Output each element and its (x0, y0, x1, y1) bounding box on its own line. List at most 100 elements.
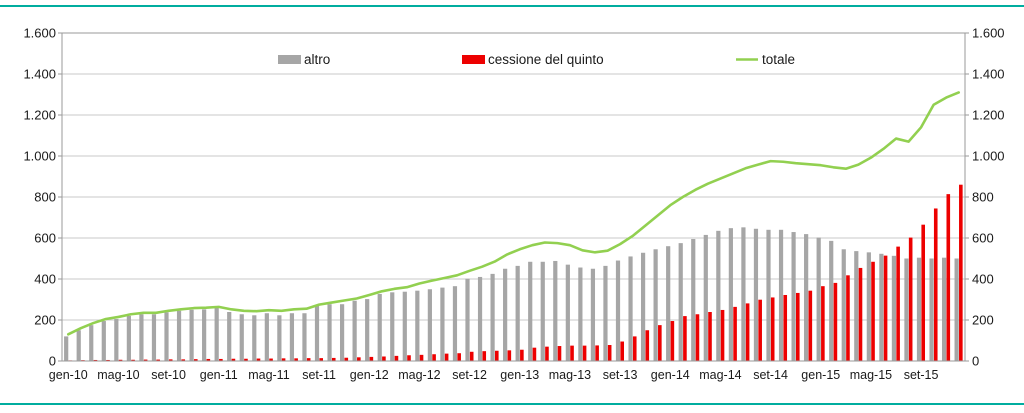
bar-cessione-del-quinto (795, 292, 800, 361)
bar-altro (791, 232, 796, 361)
bar-cessione-del-quinto (933, 208, 938, 361)
bar-altro (415, 290, 420, 361)
bar-cessione-del-quinto (720, 309, 725, 361)
bar-altro (214, 307, 219, 361)
bar-cessione-del-quinto (244, 358, 248, 361)
bar-cessione-del-quinto (883, 255, 888, 361)
legend-item: altro (278, 52, 330, 67)
legend-swatch-altro (278, 55, 301, 64)
y-tick-label-left: 1.000 (23, 149, 56, 164)
bar-cessione-del-quinto (382, 356, 386, 361)
x-tick-label: set-15 (904, 368, 939, 382)
bar-altro (277, 315, 282, 361)
bar-cessione-del-quinto (959, 184, 963, 361)
bars-cessione-del-quinto (68, 184, 963, 361)
y-tick-label-right: 1.200 (972, 108, 1005, 123)
bar-cessione-del-quinto (394, 355, 399, 361)
bars-altro (64, 227, 959, 361)
bar-altro (227, 312, 232, 361)
bar-cessione-del-quinto (708, 312, 712, 361)
bar-altro (941, 257, 947, 361)
bar-cessione-del-quinto (871, 261, 875, 361)
x-tick-label: set-13 (603, 368, 638, 382)
bar-cessione-del-quinto (520, 349, 524, 361)
bar-cessione-del-quinto (357, 357, 361, 361)
bar-cessione-del-quinto (306, 358, 311, 361)
bar-cessione-del-quinto (733, 306, 737, 361)
bar-altro (854, 251, 859, 361)
bar-cessione-del-quinto (858, 267, 863, 361)
bar-cessione-del-quinto (206, 358, 211, 361)
y-tick-label-left: 600 (34, 231, 56, 246)
y-tick-label-right: 600 (972, 231, 994, 246)
bar-altro (252, 315, 257, 361)
bar-altro (352, 300, 357, 361)
bar-altro (628, 256, 633, 361)
bar-cessione-del-quinto (231, 358, 236, 361)
bar-cessione-del-quinto (494, 350, 499, 361)
legend-label: totale (762, 52, 795, 67)
bar-altro (390, 292, 395, 361)
bar-cessione-del-quinto (545, 346, 549, 361)
x-tick-label: mag-14 (699, 368, 741, 382)
bar-altro (477, 276, 483, 361)
bar-altro (64, 336, 69, 361)
bar-cessione-del-quinto (219, 358, 223, 361)
bar-cessione-del-quinto (143, 359, 148, 361)
y-tick-label-right: 200 (972, 313, 994, 328)
y-tick-label-left: 800 (34, 190, 56, 205)
bar-cessione-del-quinto (482, 351, 487, 361)
bar-cessione-del-quinto (833, 282, 838, 361)
bar-cessione-del-quinto (658, 325, 662, 361)
bar-altro (377, 293, 382, 361)
x-tick-label: mag-11 (248, 368, 290, 382)
x-tick-label: gen-15 (801, 368, 840, 382)
bar-cessione-del-quinto (93, 359, 98, 361)
x-tick-label: gen-11 (200, 368, 238, 382)
y-tick-label-right: 800 (972, 190, 994, 205)
bar-cessione-del-quinto (118, 359, 123, 361)
y-tick-label-right: 400 (972, 272, 994, 287)
bar-altro (904, 258, 909, 361)
y-tick-label-right: 0 (972, 354, 979, 369)
bar-altro (565, 264, 570, 361)
bar-cessione-del-quinto (808, 290, 813, 361)
x-tick-label: set-14 (753, 368, 788, 382)
bar-cessione-del-quinto (444, 353, 449, 361)
bar-altro (640, 252, 646, 361)
legend-swatch-cessione (462, 55, 485, 64)
bar-cessione-del-quinto (106, 359, 110, 361)
bar-altro (691, 239, 696, 361)
x-tick-label: mag-13 (549, 368, 591, 382)
bar-altro (891, 255, 897, 361)
axis-ticks (58, 32, 969, 362)
y-tick-label-right: 1.400 (972, 67, 1005, 82)
bar-altro (176, 310, 182, 361)
bar-altro (202, 309, 207, 361)
bar-cessione-del-quinto (256, 358, 261, 361)
bar-altro (339, 304, 345, 361)
bar-cessione-del-quinto (294, 358, 298, 361)
bar-cessione-del-quinto (331, 357, 336, 361)
bar-altro (590, 268, 596, 361)
bar-altro (76, 330, 81, 361)
bar-altro (239, 314, 244, 361)
x-axis-labels: gen-10 mag-10 set-10 gen-11 mag-11 set-11 gen-… (49, 368, 939, 382)
legend-label: cessione del quinto (488, 52, 604, 67)
bar-altro (114, 318, 119, 361)
bar-altro (189, 309, 194, 361)
bar-altro (503, 268, 508, 361)
bar-cessione-del-quinto (783, 294, 788, 361)
y-tick-label-left: 400 (34, 272, 56, 287)
bar-altro (528, 261, 533, 361)
bar-altro (829, 240, 834, 361)
bar-cessione-del-quinto (632, 336, 637, 361)
bar-altro (678, 243, 683, 361)
bar-cessione-del-quinto (269, 358, 273, 361)
y-tick-label-left: 0 (49, 354, 56, 369)
bar-altro (327, 304, 332, 361)
bar-cessione-del-quinto (896, 246, 900, 361)
bar-altro (728, 228, 733, 361)
y-tick-label-right: 1.600 (972, 26, 1005, 41)
